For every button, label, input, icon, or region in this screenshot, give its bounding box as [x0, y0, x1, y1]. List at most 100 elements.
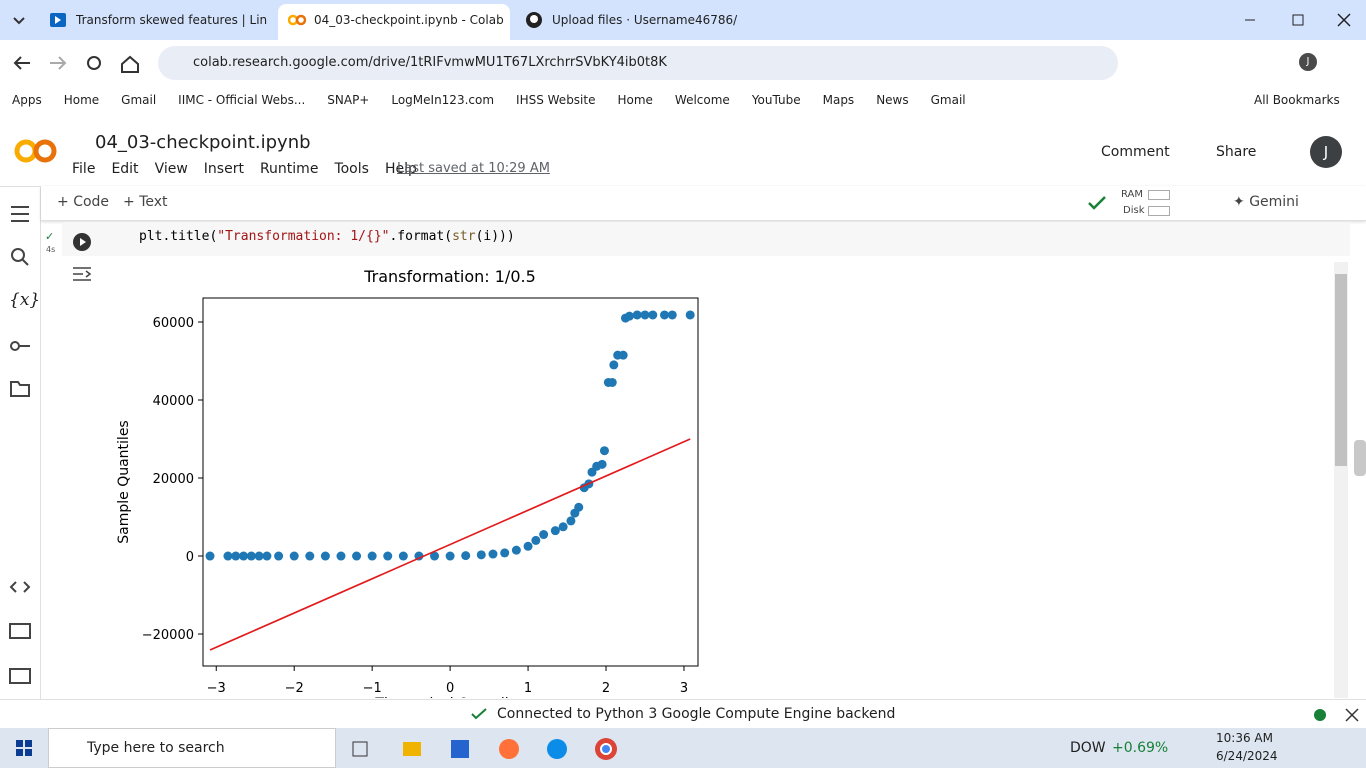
data-point	[539, 530, 549, 540]
clock-date: 6/24/2024	[1216, 749, 1278, 763]
data-point	[461, 551, 471, 561]
menu-item[interactable]: Help	[384, 161, 417, 177]
data-point	[566, 516, 576, 526]
add-code[interactable]: Code	[73, 194, 110, 210]
comment-button[interactable]: Comment	[1101, 144, 1170, 160]
code-token: .format(	[389, 229, 453, 244]
data-point	[231, 551, 241, 561]
url: colab.research.google.com/drive/1tRIFvmw…	[193, 55, 667, 70]
taskbar-apps[interactable]	[345, 734, 645, 764]
tab-title: 04_03-checkpoint.ipynb - Colab	[314, 13, 504, 27]
data-point	[476, 550, 486, 560]
bookmark[interactable]: Gmail	[121, 93, 157, 107]
gemini-button[interactable]: Gemini	[1249, 194, 1299, 210]
menu-bar: File Edit View Insert Runtime Tools Help	[72, 160, 417, 178]
menu-item[interactable]: Tools	[334, 161, 369, 177]
data-point	[618, 350, 628, 360]
data-point	[500, 548, 510, 558]
x-tick-label: −3	[207, 681, 226, 696]
bookmark[interactable]: Gmail	[930, 93, 966, 107]
tab-title: Transform skewed features | Lin	[76, 13, 268, 27]
bookmark[interactable]: Home	[63, 93, 100, 107]
data-point	[262, 551, 272, 561]
bookmark[interactable]: Apps	[12, 93, 42, 107]
data-point	[274, 551, 284, 561]
x-tick-label: 2	[602, 681, 610, 696]
bookmark[interactable]: News	[876, 93, 909, 107]
bookmark[interactable]: IHSS Website	[516, 93, 596, 107]
data-point	[223, 551, 233, 561]
data-point	[685, 310, 695, 320]
fit-line	[209, 438, 691, 651]
data-point	[632, 310, 642, 320]
address-bar[interactable]: colab.research.google.com/drive/1tRIFvmw…	[158, 46, 1118, 80]
stock-change: +0.69%	[1112, 740, 1169, 756]
bookmark[interactable]: IIMC - Official Webs...	[178, 93, 306, 107]
bookmark[interactable]: Welcome	[674, 93, 730, 107]
clock-time: 10:36 AM	[1216, 731, 1273, 745]
tab[interactable]: Transform skewed features | Lin	[40, 6, 272, 34]
code-line: plt.title("Transformation: 1/{}".format(…	[139, 229, 515, 244]
sidebar-icons[interactable]	[8, 204, 32, 684]
data-point	[597, 459, 607, 469]
data-point	[246, 551, 256, 561]
share-button[interactable]: Share	[1216, 144, 1257, 160]
chart-title: Transformation: 1/0.5	[363, 267, 536, 286]
y-axis-label: Sample Quantiles	[116, 420, 132, 543]
tab-menu[interactable]	[8, 10, 30, 30]
data-point	[659, 310, 669, 320]
colab-logo	[14, 139, 57, 163]
ram-label: RAM	[1121, 189, 1144, 200]
tab[interactable]: 04_03-checkpoint.ipynb - Colab	[278, 4, 510, 40]
bookmark[interactable]: SNAP+	[327, 93, 370, 107]
connection-status: Connected to Python 3 Google Compute Eng…	[497, 706, 896, 722]
bookmark[interactable]: LogMeIn123.com	[391, 93, 495, 107]
menu-item[interactable]: Insert	[203, 161, 244, 177]
data-point	[523, 541, 533, 551]
data-point	[398, 551, 408, 561]
all-bookmarks[interactable]: All Bookmarks	[1254, 93, 1340, 107]
execution-time: 4s	[46, 245, 56, 254]
x-axis-label: Theoretical Quantiles	[374, 696, 524, 698]
variables-icon[interactable]: {x}	[9, 290, 41, 310]
sidebar: {x}	[0, 186, 41, 700]
data-point	[320, 551, 330, 561]
data-point	[445, 551, 455, 561]
search-box[interactable]: Type here to search	[87, 740, 225, 756]
menu-item[interactable]: File	[72, 161, 96, 177]
code-token: str	[452, 229, 476, 244]
data-point	[254, 551, 264, 561]
menu-item[interactable]: Runtime	[259, 161, 319, 177]
window-controls[interactable]	[1240, 10, 1360, 30]
menu-item[interactable]: Edit	[111, 161, 139, 177]
menu-item[interactable]: View	[154, 161, 188, 177]
data-point	[609, 360, 619, 370]
notebook-title[interactable]: 04_03-checkpoint.ipynb	[95, 132, 311, 153]
x-tick-label: −2	[285, 681, 304, 696]
data-point	[239, 551, 249, 561]
y-tick-label: −20000	[142, 628, 194, 643]
user-avatar[interactable]: J	[1310, 136, 1342, 168]
bookmark[interactable]: YouTube	[751, 93, 801, 107]
y-tick-label: 60000	[153, 316, 194, 331]
output-toggle[interactable]	[72, 266, 92, 282]
profile-avatar[interactable]: J	[1299, 53, 1317, 71]
bookmark[interactable]: Maps	[822, 93, 855, 107]
y-tick-label: 0	[186, 550, 194, 565]
taskbar: Type here to search DOW +0.69% 10:36 AM …	[0, 728, 1366, 768]
tab[interactable]: Upload files · Username46786/	[516, 6, 748, 34]
add-text[interactable]: Text	[139, 194, 168, 210]
start-button[interactable]	[16, 740, 32, 756]
data-point	[352, 551, 362, 561]
data-point	[558, 522, 568, 532]
run-button[interactable]	[72, 232, 92, 252]
y-tick-label: 40000	[153, 394, 194, 409]
nav-buttons[interactable]	[10, 52, 140, 74]
data-point	[289, 551, 299, 561]
data-point	[511, 545, 521, 555]
bookmark[interactable]: Home	[617, 93, 653, 107]
last-saved[interactable]: Last saved at 10:29 AM	[397, 161, 550, 176]
data-point	[531, 535, 541, 545]
status-bar: Connected to Python 3 Google Compute Eng…	[0, 699, 1366, 729]
